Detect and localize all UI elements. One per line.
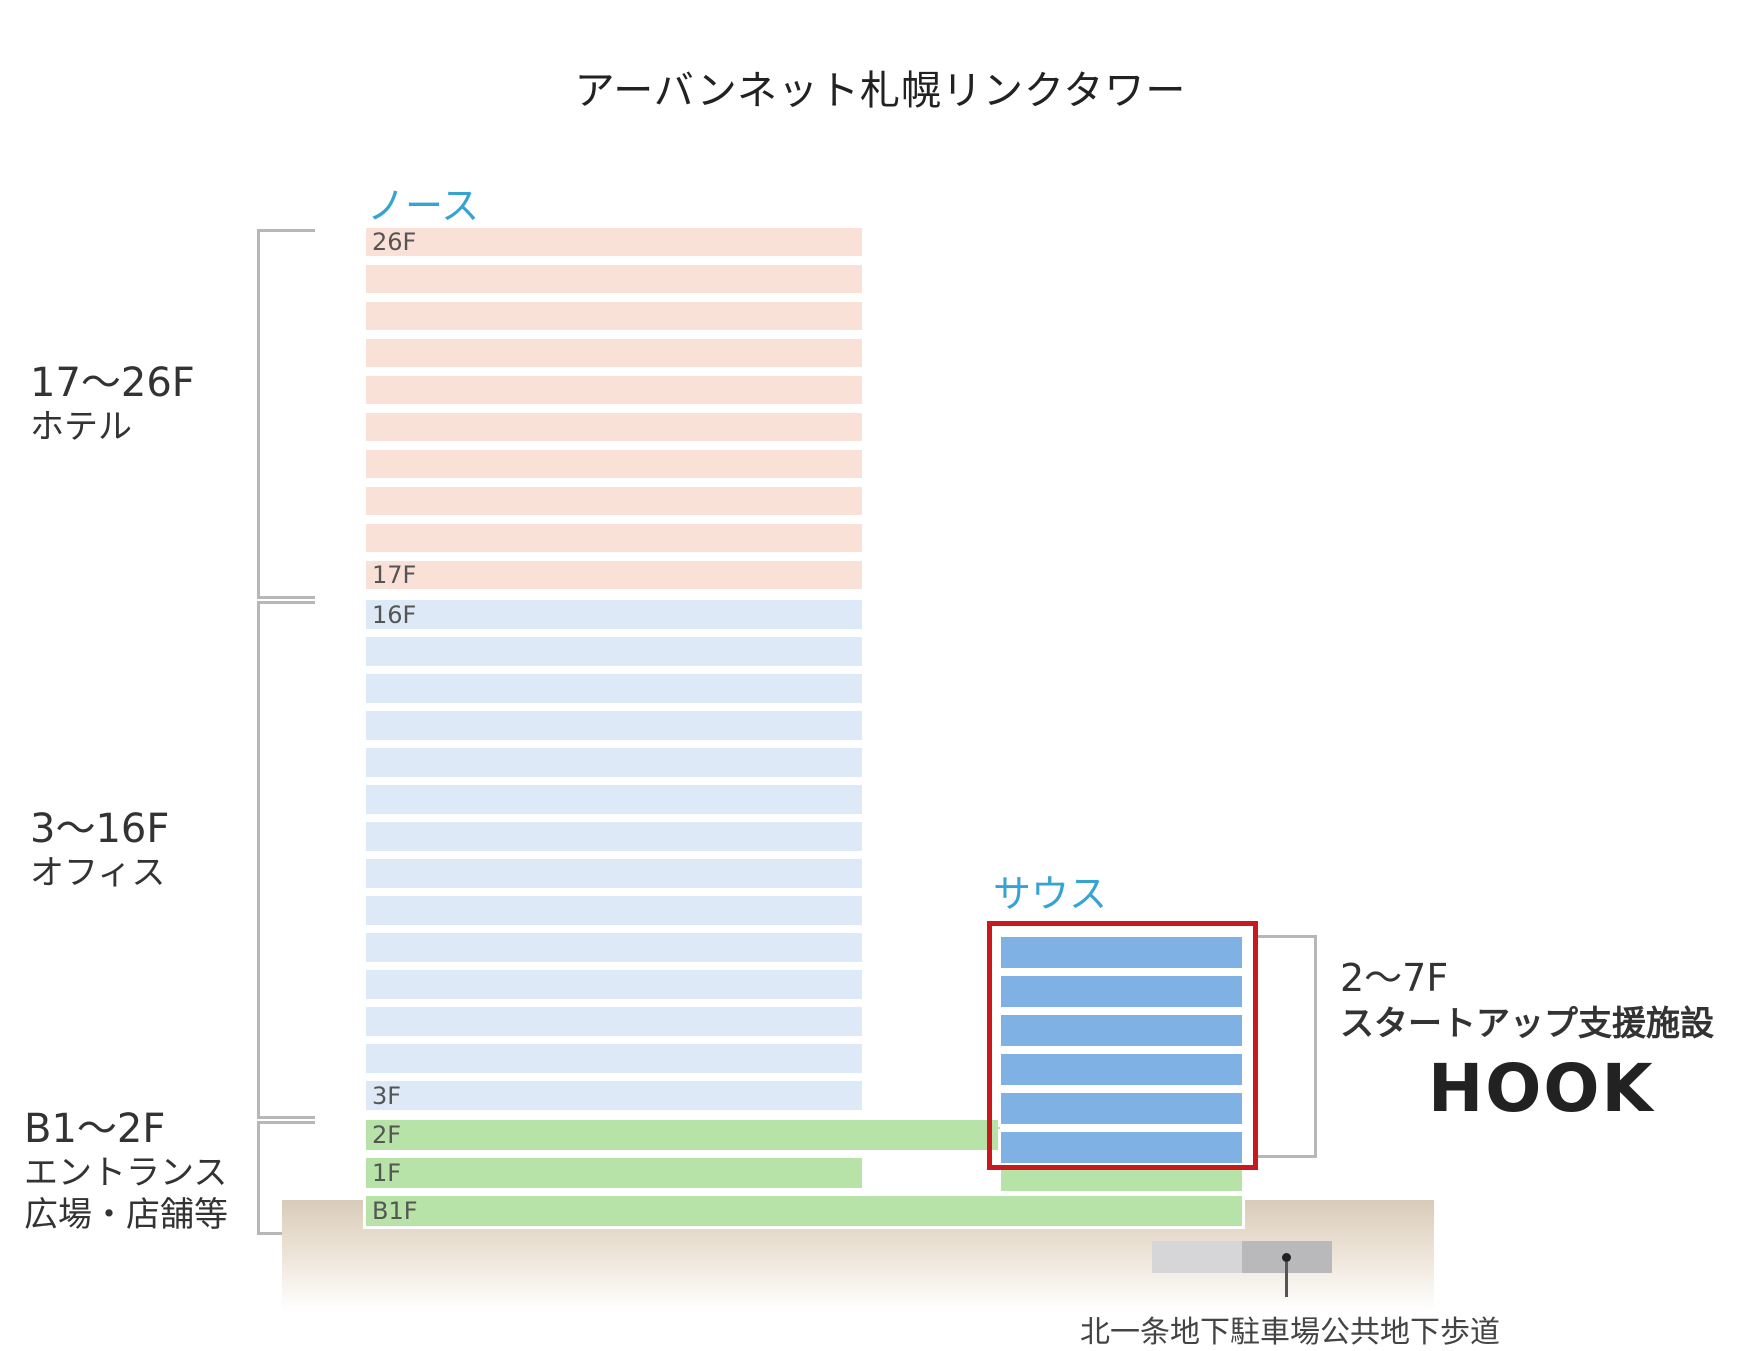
walkway-pointer-line xyxy=(1285,1262,1288,1297)
floor-12f xyxy=(363,745,865,780)
floor-19f xyxy=(363,484,865,518)
startup-highlight-frame xyxy=(987,921,1258,1170)
entrance-use-2: 広場・店舗等 xyxy=(24,1195,228,1235)
hotel-use: ホテル xyxy=(30,407,132,447)
south-floor-4f xyxy=(998,1051,1245,1088)
floor-20f xyxy=(363,447,865,481)
underground-walkway-segment xyxy=(1152,1241,1242,1273)
startup-use: スタートアップ支援施設 xyxy=(1340,1004,1714,1044)
office-use: オフィス xyxy=(30,853,166,893)
floor-18f xyxy=(363,521,865,555)
floor-16f: 16F xyxy=(363,597,865,632)
floor-13f xyxy=(363,708,865,743)
hotel-group-label: 17～26F ホテル xyxy=(30,360,195,448)
floor-7f xyxy=(363,930,865,965)
floor-label: 1F xyxy=(372,1159,402,1187)
floor-label: 16F xyxy=(372,600,417,629)
floor-label: 17F xyxy=(372,561,417,589)
floor-23f xyxy=(363,336,865,370)
startup-group-label: 2～7F スタートアップ支援施設 xyxy=(1340,955,1714,1047)
floor-26f: 26F xyxy=(363,225,865,259)
floor-25f xyxy=(363,262,865,296)
walkway-label: 北一条地下駐車場公共地下歩道 xyxy=(1080,1315,1500,1350)
floor-10f xyxy=(363,819,865,854)
south-floor-3f xyxy=(998,1090,1245,1127)
south-floor-7f xyxy=(998,934,1245,971)
floor-24f xyxy=(363,299,865,333)
hook-logo: HOOK xyxy=(1428,1050,1655,1127)
floor-4f xyxy=(363,1041,865,1076)
floor-b1f: B1F xyxy=(363,1193,1245,1229)
south-floor-5f xyxy=(998,1012,1245,1049)
diagram-title: アーバンネット札幌リンクタワー xyxy=(574,68,1187,114)
startup-range: 2～7F xyxy=(1340,956,1449,1000)
south-floor-2f xyxy=(998,1129,1245,1166)
floor-2f: 2F xyxy=(363,1117,1003,1153)
floor-5f xyxy=(363,1004,865,1039)
walkway-pointer-dot xyxy=(1282,1253,1291,1262)
floor-15f xyxy=(363,634,865,669)
floor-11f xyxy=(363,782,865,817)
office-range: 3～16F xyxy=(30,806,170,852)
office-bracket xyxy=(257,601,315,1119)
floor-22f xyxy=(363,373,865,407)
floor-8f xyxy=(363,893,865,928)
south-floor-6f xyxy=(998,973,1245,1010)
floor-1f: 1F xyxy=(363,1155,865,1191)
floor-14f xyxy=(363,671,865,706)
floor-3f: 3F xyxy=(363,1078,865,1113)
startup-bracket xyxy=(1258,935,1317,1158)
entrance-group-label: B1～2F エントランス 広場・店舗等 xyxy=(24,1106,228,1236)
floor-label: B1F xyxy=(372,1197,418,1225)
entrance-range: B1～2F xyxy=(24,1106,166,1152)
south-floor-1f xyxy=(998,1166,1245,1194)
hotel-bracket xyxy=(257,229,315,599)
floor-9f xyxy=(363,856,865,891)
floor-6f xyxy=(363,967,865,1002)
south-tower-label: サウス xyxy=(993,872,1108,916)
entrance-use-1: エントランス xyxy=(24,1153,228,1193)
floor-label: 2F xyxy=(372,1121,402,1149)
hotel-range: 17～26F xyxy=(30,360,195,406)
floor-21f xyxy=(363,410,865,444)
office-group-label: 3～16F オフィス xyxy=(30,806,169,894)
north-tower-label: ノース xyxy=(367,184,480,228)
floor-label: 26F xyxy=(372,228,417,256)
floor-label: 3F xyxy=(372,1081,402,1110)
floor-17f: 17F xyxy=(363,558,865,592)
